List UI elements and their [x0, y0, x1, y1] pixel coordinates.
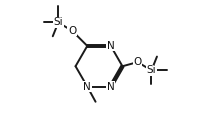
Text: N: N	[83, 82, 91, 91]
Text: O: O	[133, 57, 142, 67]
Text: Si: Si	[147, 65, 156, 75]
Text: N: N	[107, 82, 115, 91]
Text: N: N	[107, 41, 115, 51]
Text: O: O	[68, 26, 76, 36]
Text: Si: Si	[53, 18, 63, 27]
